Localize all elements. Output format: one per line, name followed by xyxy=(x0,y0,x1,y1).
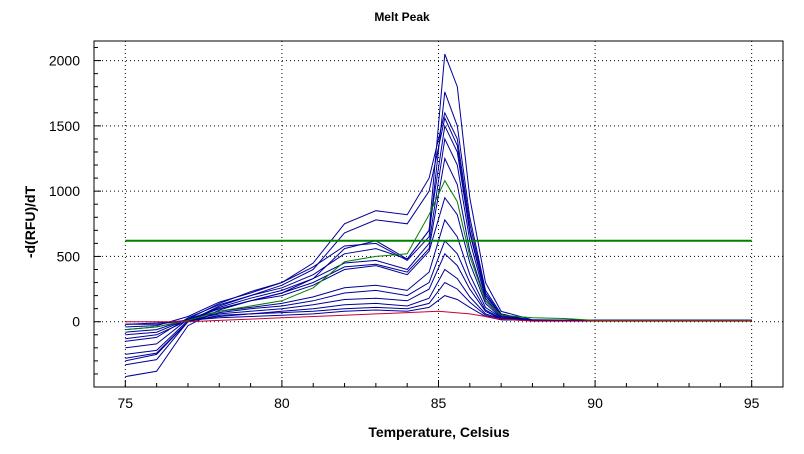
x-tick-label: 80 xyxy=(274,395,290,411)
x-tick-label: 90 xyxy=(587,395,603,411)
melt-curve xyxy=(125,91,752,336)
melt-curve xyxy=(125,137,752,355)
melt-curve xyxy=(125,310,752,323)
x-axis-label: Temperature, Celsius xyxy=(368,424,510,440)
x-tick-label: 85 xyxy=(431,395,447,411)
y-tick-label: 500 xyxy=(57,248,81,264)
chart-title: Melt Peak xyxy=(374,10,430,24)
melt-curve xyxy=(125,124,752,342)
x-tick-label: 75 xyxy=(118,395,134,411)
melt-curve xyxy=(125,179,752,331)
x-tick-label: 95 xyxy=(744,395,760,411)
melt-curve xyxy=(125,239,752,366)
y-tick-label: 0 xyxy=(72,314,80,330)
y-tick-label: 2000 xyxy=(49,53,80,69)
y-tick-label: 1500 xyxy=(49,118,80,134)
melt-curve xyxy=(125,268,752,331)
melt-curve xyxy=(125,196,752,349)
melt-curve xyxy=(125,252,752,340)
y-tick-label: 1000 xyxy=(49,183,80,199)
melt-curve xyxy=(125,281,752,359)
melt-curve xyxy=(125,111,752,328)
